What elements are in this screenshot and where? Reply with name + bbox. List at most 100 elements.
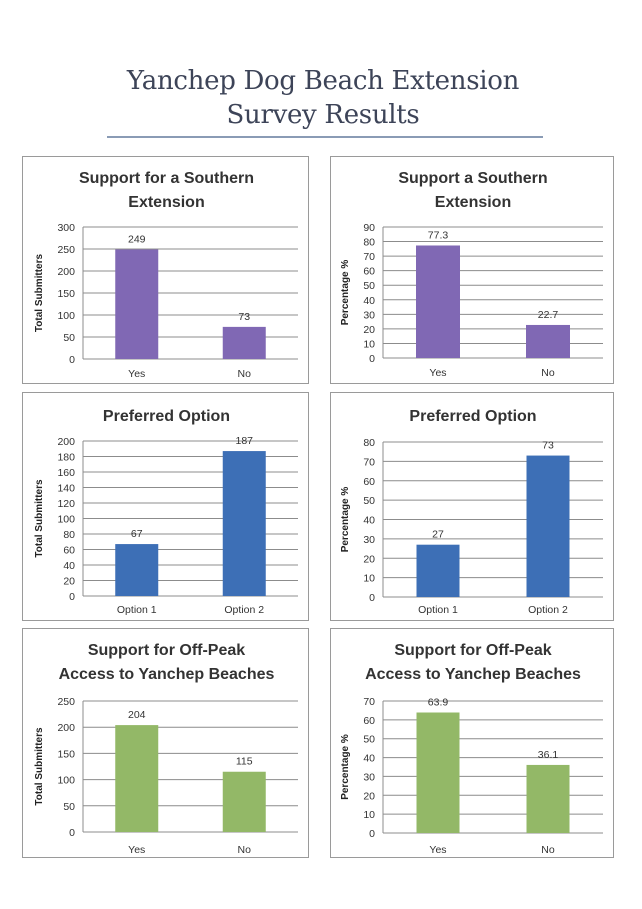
y-tick-label: 90 [363, 222, 375, 234]
y-tick-label: 70 [363, 251, 375, 263]
data-label: 77.3 [428, 229, 449, 241]
chart-preferred-option-percent: Preferred Option 0 10 20 30 40 50 60 70 80 Percent… [330, 392, 614, 621]
y-tick-label: 60 [63, 545, 75, 557]
y-tick-label: 20 [363, 553, 375, 565]
data-label: 115 [236, 756, 253, 768]
title-divider [107, 136, 543, 138]
y-tick-label: 100 [57, 310, 75, 322]
y-tick-label: 40 [363, 295, 375, 307]
y-tick-label: 60 [363, 715, 375, 727]
bar [115, 249, 159, 359]
x-category-label: Option 2 [224, 604, 264, 616]
y-tick-label: 0 [69, 591, 75, 603]
chart-off-peak-access-count: Support for Off-Peak Access to Yanchep Be… [22, 628, 309, 858]
chart-svg: Preferred Option 0 10 20 30 40 50 60 70 80 Percent… [340, 408, 603, 616]
y-tick-label: 30 [363, 309, 375, 321]
y-tick-label: 50 [363, 495, 375, 507]
x-category-label: Yes [128, 844, 145, 856]
data-label: 73 [238, 311, 250, 323]
bar [526, 455, 570, 597]
chart-svg: Support for a Southern Extension 0 50 100 150… [34, 170, 298, 380]
y-tick-label: 120 [57, 498, 75, 510]
x-category-label: Yes [128, 368, 145, 380]
y-axis-title: Percentage % [340, 487, 351, 553]
x-category-label: No [238, 844, 252, 856]
bar [416, 544, 460, 597]
y-axis-title: Total Submitters [34, 479, 45, 558]
y-tick-label: 70 [363, 456, 375, 468]
x-category-label: No [541, 844, 555, 856]
y-tick-label: 40 [363, 515, 375, 527]
chart-svg: Support a Southern Extension 0 10 20 30 40 50 60… [340, 170, 603, 379]
y-axis-title: Total Submitters [34, 253, 45, 332]
y-tick-label: 10 [363, 573, 375, 585]
y-tick-label: 160 [57, 467, 75, 479]
chart-title: Access to Yanchep Beaches [59, 666, 275, 683]
y-tick-label: 150 [57, 288, 75, 300]
chart-title: Preferred Option [103, 408, 230, 425]
bar [416, 712, 460, 833]
y-tick-label: 50 [63, 332, 75, 344]
y-tick-label: 250 [57, 696, 75, 708]
y-tick-label: 20 [363, 324, 375, 336]
chart-title: Support a Southern [398, 170, 547, 187]
y-tick-label: 300 [57, 222, 75, 234]
y-tick-label: 100 [57, 514, 75, 526]
y-tick-label: 200 [57, 436, 75, 448]
y-axis-title: Percentage % [340, 734, 351, 800]
bar [115, 725, 159, 832]
bar [115, 544, 159, 596]
data-label: 187 [235, 435, 253, 447]
bar [222, 326, 266, 359]
y-tick-label: 150 [57, 748, 75, 760]
y-tick-label: 80 [363, 437, 375, 449]
x-category-label: No [238, 368, 252, 380]
bar [416, 245, 460, 358]
chart-preferred-option-count: Preferred Option 0 20 40 60 80 100 120 140 160 180… [22, 392, 309, 621]
y-tick-label: 10 [363, 338, 375, 350]
y-tick-label: 180 [57, 452, 75, 464]
y-tick-label: 40 [363, 753, 375, 765]
y-tick-label: 250 [57, 244, 75, 256]
bar [526, 324, 570, 358]
chart-title: Support for Off-Peak [394, 642, 551, 659]
chart-svg: Support for Off-Peak Access to Yanchep Be… [340, 642, 603, 856]
chart-southern-extension-count: Support for a Southern Extension 0 50 100 150… [22, 156, 309, 384]
chart-title: Preferred Option [409, 408, 536, 425]
bar [222, 451, 266, 596]
document-title-line-2: Survey Results [226, 100, 420, 130]
x-category-label: Option 1 [418, 604, 458, 616]
y-tick-label: 20 [363, 790, 375, 802]
chart-off-peak-access-percent: Support for Off-Peak Access to Yanchep Be… [330, 628, 614, 858]
y-tick-label: 20 [63, 576, 75, 588]
x-category-label: Option 1 [117, 604, 157, 616]
y-tick-label: 70 [363, 696, 375, 708]
chart-svg: Preferred Option 0 20 40 60 80 100 120 140 160 180… [34, 408, 298, 616]
data-label: 22.7 [538, 309, 559, 321]
y-tick-label: 30 [363, 771, 375, 783]
data-label: 73 [542, 440, 554, 452]
chart-title: Support for a Southern [79, 170, 254, 187]
y-tick-label: 200 [57, 722, 75, 734]
x-category-label: Option 2 [528, 604, 568, 616]
y-tick-label: 50 [63, 801, 75, 813]
x-category-label: Yes [429, 367, 446, 379]
chart-title: Access to Yanchep Beaches [365, 666, 581, 683]
y-tick-label: 80 [363, 237, 375, 249]
y-tick-label: 50 [363, 280, 375, 292]
data-label: 204 [128, 709, 146, 721]
y-tick-label: 60 [363, 266, 375, 278]
y-axis-title: Total Submitters [34, 727, 45, 806]
y-tick-label: 0 [369, 353, 375, 365]
chart-title: Extension [128, 194, 204, 211]
chart-title: Support for Off-Peak [88, 642, 245, 659]
document-title-line-1: Yanchep Dog Beach Extension [126, 66, 520, 96]
y-tick-label: 0 [69, 354, 75, 366]
chart-title: Extension [435, 194, 511, 211]
data-label: 36.1 [538, 749, 559, 761]
y-tick-label: 40 [63, 560, 75, 572]
y-tick-label: 140 [57, 483, 75, 495]
y-tick-label: 100 [57, 775, 75, 787]
chart-svg: Support for Off-Peak Access to Yanchep Be… [34, 642, 298, 856]
y-tick-label: 30 [363, 534, 375, 546]
